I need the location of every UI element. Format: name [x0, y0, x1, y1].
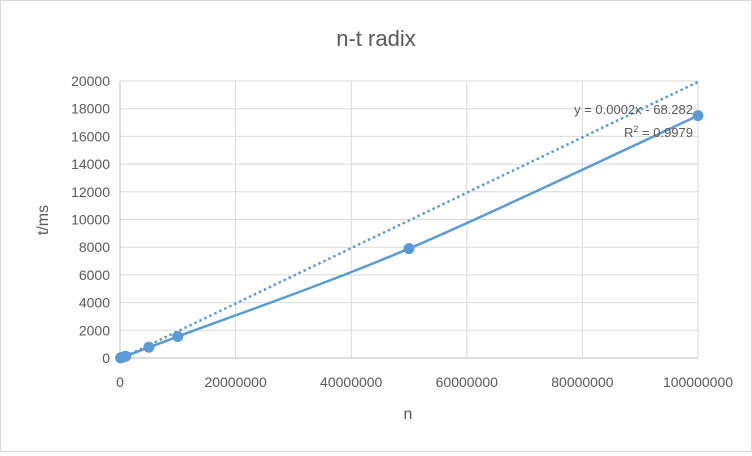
y-tick-label: 6000 — [79, 267, 110, 283]
data-point — [120, 350, 132, 362]
trendline-equation: y = 0.0002x - 68.282 — [574, 102, 693, 117]
r2-superscript: 2 — [633, 124, 638, 134]
y-tick-label: 8000 — [79, 239, 110, 255]
x-tick-label: 20000000 — [204, 374, 267, 390]
series-group — [115, 110, 704, 364]
x-tick-label: 80000000 — [551, 374, 614, 390]
trendline-r-squared: R2 = 0.9979 — [624, 124, 693, 140]
axes — [119, 81, 698, 359]
y-tick-label: 20000 — [71, 73, 110, 89]
y-tick-label: 16000 — [71, 128, 110, 144]
r2-value: = 0.9979 — [638, 125, 693, 140]
x-tick-label: 60000000 — [436, 374, 499, 390]
y-tick-label: 12000 — [71, 184, 110, 200]
trendline — [119, 80, 699, 361]
y-tick-label: 18000 — [71, 101, 110, 117]
x-tick-label: 100000000 — [663, 374, 733, 390]
x-axis-title: n — [404, 406, 413, 423]
y-axis-title: t/ms — [35, 205, 52, 235]
x-tick-labels: 0 20000000 40000000 60000000 80000000 1000000… — [116, 374, 733, 390]
data-point — [692, 110, 704, 122]
y-tick-label: 10000 — [71, 212, 110, 228]
y-tick-label: 4000 — [79, 295, 110, 311]
y-tick-label: 2000 — [79, 322, 110, 338]
y-tick-labels: 0 2000 4000 6000 8000 10000 12000 14000 16000 180… — [71, 73, 110, 366]
y-tick-label: 0 — [102, 350, 110, 366]
data-point — [172, 331, 184, 343]
chart-title: n-t radix — [336, 26, 415, 51]
x-tick-label: 0 — [116, 374, 124, 390]
data-point — [143, 341, 155, 353]
series-line — [120, 114, 699, 360]
r2-label: R — [624, 125, 633, 140]
x-tick-label: 40000000 — [320, 374, 383, 390]
data-point — [403, 243, 415, 255]
y-tick-label: 14000 — [71, 156, 110, 172]
trendline-group — [119, 80, 699, 361]
